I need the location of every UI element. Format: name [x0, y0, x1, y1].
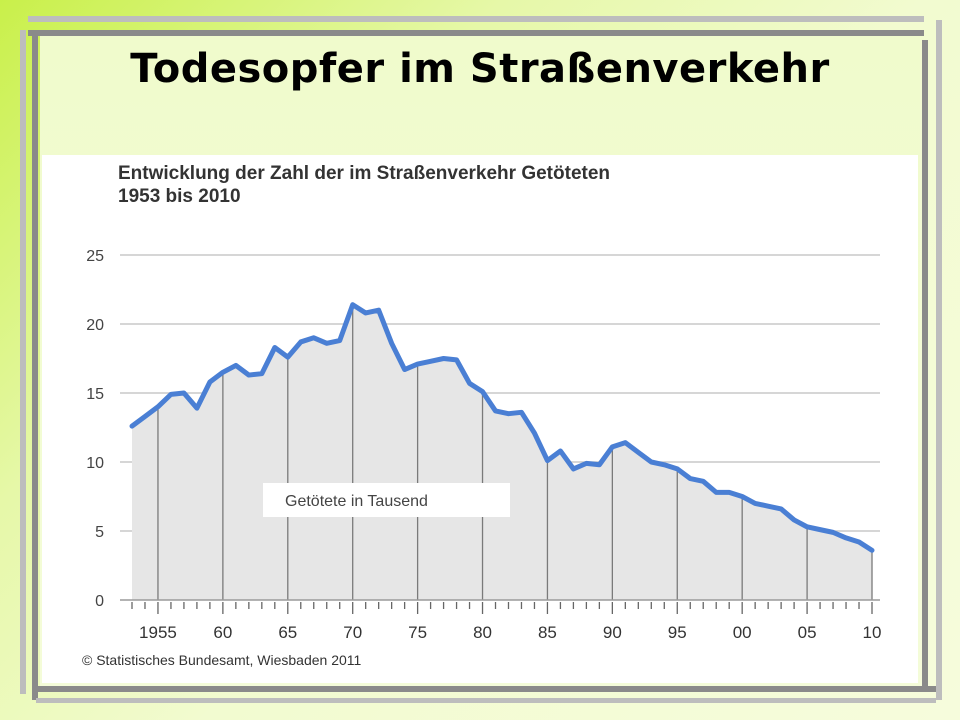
y-tick-label: 15: [86, 386, 104, 403]
chart-title-line-1: Entwicklung der Zahl der im Straßenverke…: [118, 163, 611, 184]
x-tick-label: 65: [278, 623, 297, 642]
chart-title-line-2: 1953 bis 2010: [118, 186, 241, 207]
x-tick-label: 1955: [139, 623, 177, 642]
frame-bar-right: [936, 20, 942, 700]
x-tick-label: 80: [473, 623, 492, 642]
frame-bar-left: [20, 30, 26, 694]
y-tick-label: 10: [86, 455, 104, 472]
x-tick-label: 05: [798, 623, 817, 642]
frame-bar-top: [28, 16, 924, 22]
frame-bar-bottom-dark: [36, 686, 936, 692]
x-tick-label: 10: [863, 623, 882, 642]
y-tick-label: 0: [95, 593, 104, 610]
source-note: © Statistisches Bundesamt, Wiesbaden 201…: [82, 652, 362, 668]
annotation-text: Getötete in Tausend: [285, 493, 428, 510]
x-tick-label: 95: [668, 623, 687, 642]
area-fill: [132, 304, 872, 600]
frame-bar-right-dark: [922, 40, 928, 692]
y-tick-label: 25: [86, 248, 104, 265]
frame-bar-top-dark: [28, 30, 924, 36]
x-tick-label: 75: [408, 623, 427, 642]
x-tick-label: 70: [343, 623, 362, 642]
chart-panel: Entwicklung der Zahl der im Straßenverke…: [42, 155, 918, 683]
frame-bar-bottom: [36, 698, 936, 703]
x-tick-label: 90: [603, 623, 622, 642]
chart-title: Entwicklung der Zahl der im Straßenverke…: [118, 162, 610, 208]
series-line: [129, 302, 875, 553]
annotation-box: [263, 483, 510, 517]
y-tick-label: 5: [95, 524, 104, 541]
x-tick-label: 60: [213, 623, 232, 642]
frame-bar-left-dark: [32, 36, 38, 700]
x-tick-label: 00: [733, 623, 752, 642]
x-tick-label: 85: [538, 623, 557, 642]
y-tick-label: 20: [86, 317, 104, 334]
slide-title: Todesopfer im Straßenverkehr: [130, 46, 830, 92]
